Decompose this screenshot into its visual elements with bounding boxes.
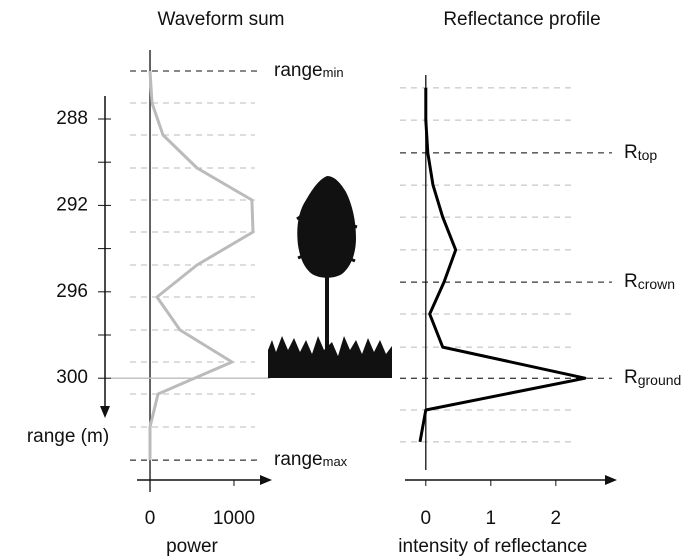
annotation-label: Rcrown [624,271,675,292]
annotation-text: range [274,449,323,470]
annotation-label: rangemax [274,449,348,470]
series-line [418,87,587,443]
y-tick-label: 300 [56,367,88,388]
annotation-subscript: top [638,147,658,163]
x-tick-label: 0 [145,508,156,529]
annotation-label: Rground [624,367,681,388]
annotation-subscript: min [323,65,344,80]
annotation-subscript: crown [638,276,675,292]
y-axis-label: range (m) [27,426,109,447]
annotation-text: range [274,60,323,81]
y-tick-label: 296 [56,281,88,302]
panel-title: Reflectance profile [443,9,600,30]
annotation-subscript: max [323,455,348,470]
x-tick-label: 0 [421,508,432,529]
annotation-text: R [624,367,638,388]
tree-illustration [268,176,392,378]
x-tick-label: 1 [486,508,497,529]
annotation-label: Rtop [624,142,657,163]
y-tick-label: 292 [56,194,88,215]
panel-title: Waveform sum [157,9,284,30]
x-axis-label: power [166,536,218,557]
annotation-subscript: ground [638,372,682,388]
x-tick-label: 2 [551,508,562,529]
annotation-text: R [624,271,638,292]
x-axis-label: intensity of reflectance [398,536,587,557]
annotation-label: rangemin [274,60,344,81]
y-tick-label: 288 [56,108,88,129]
series-line [148,70,255,461]
x-tick-label: 1000 [213,508,255,529]
annotation-text: R [624,142,638,163]
